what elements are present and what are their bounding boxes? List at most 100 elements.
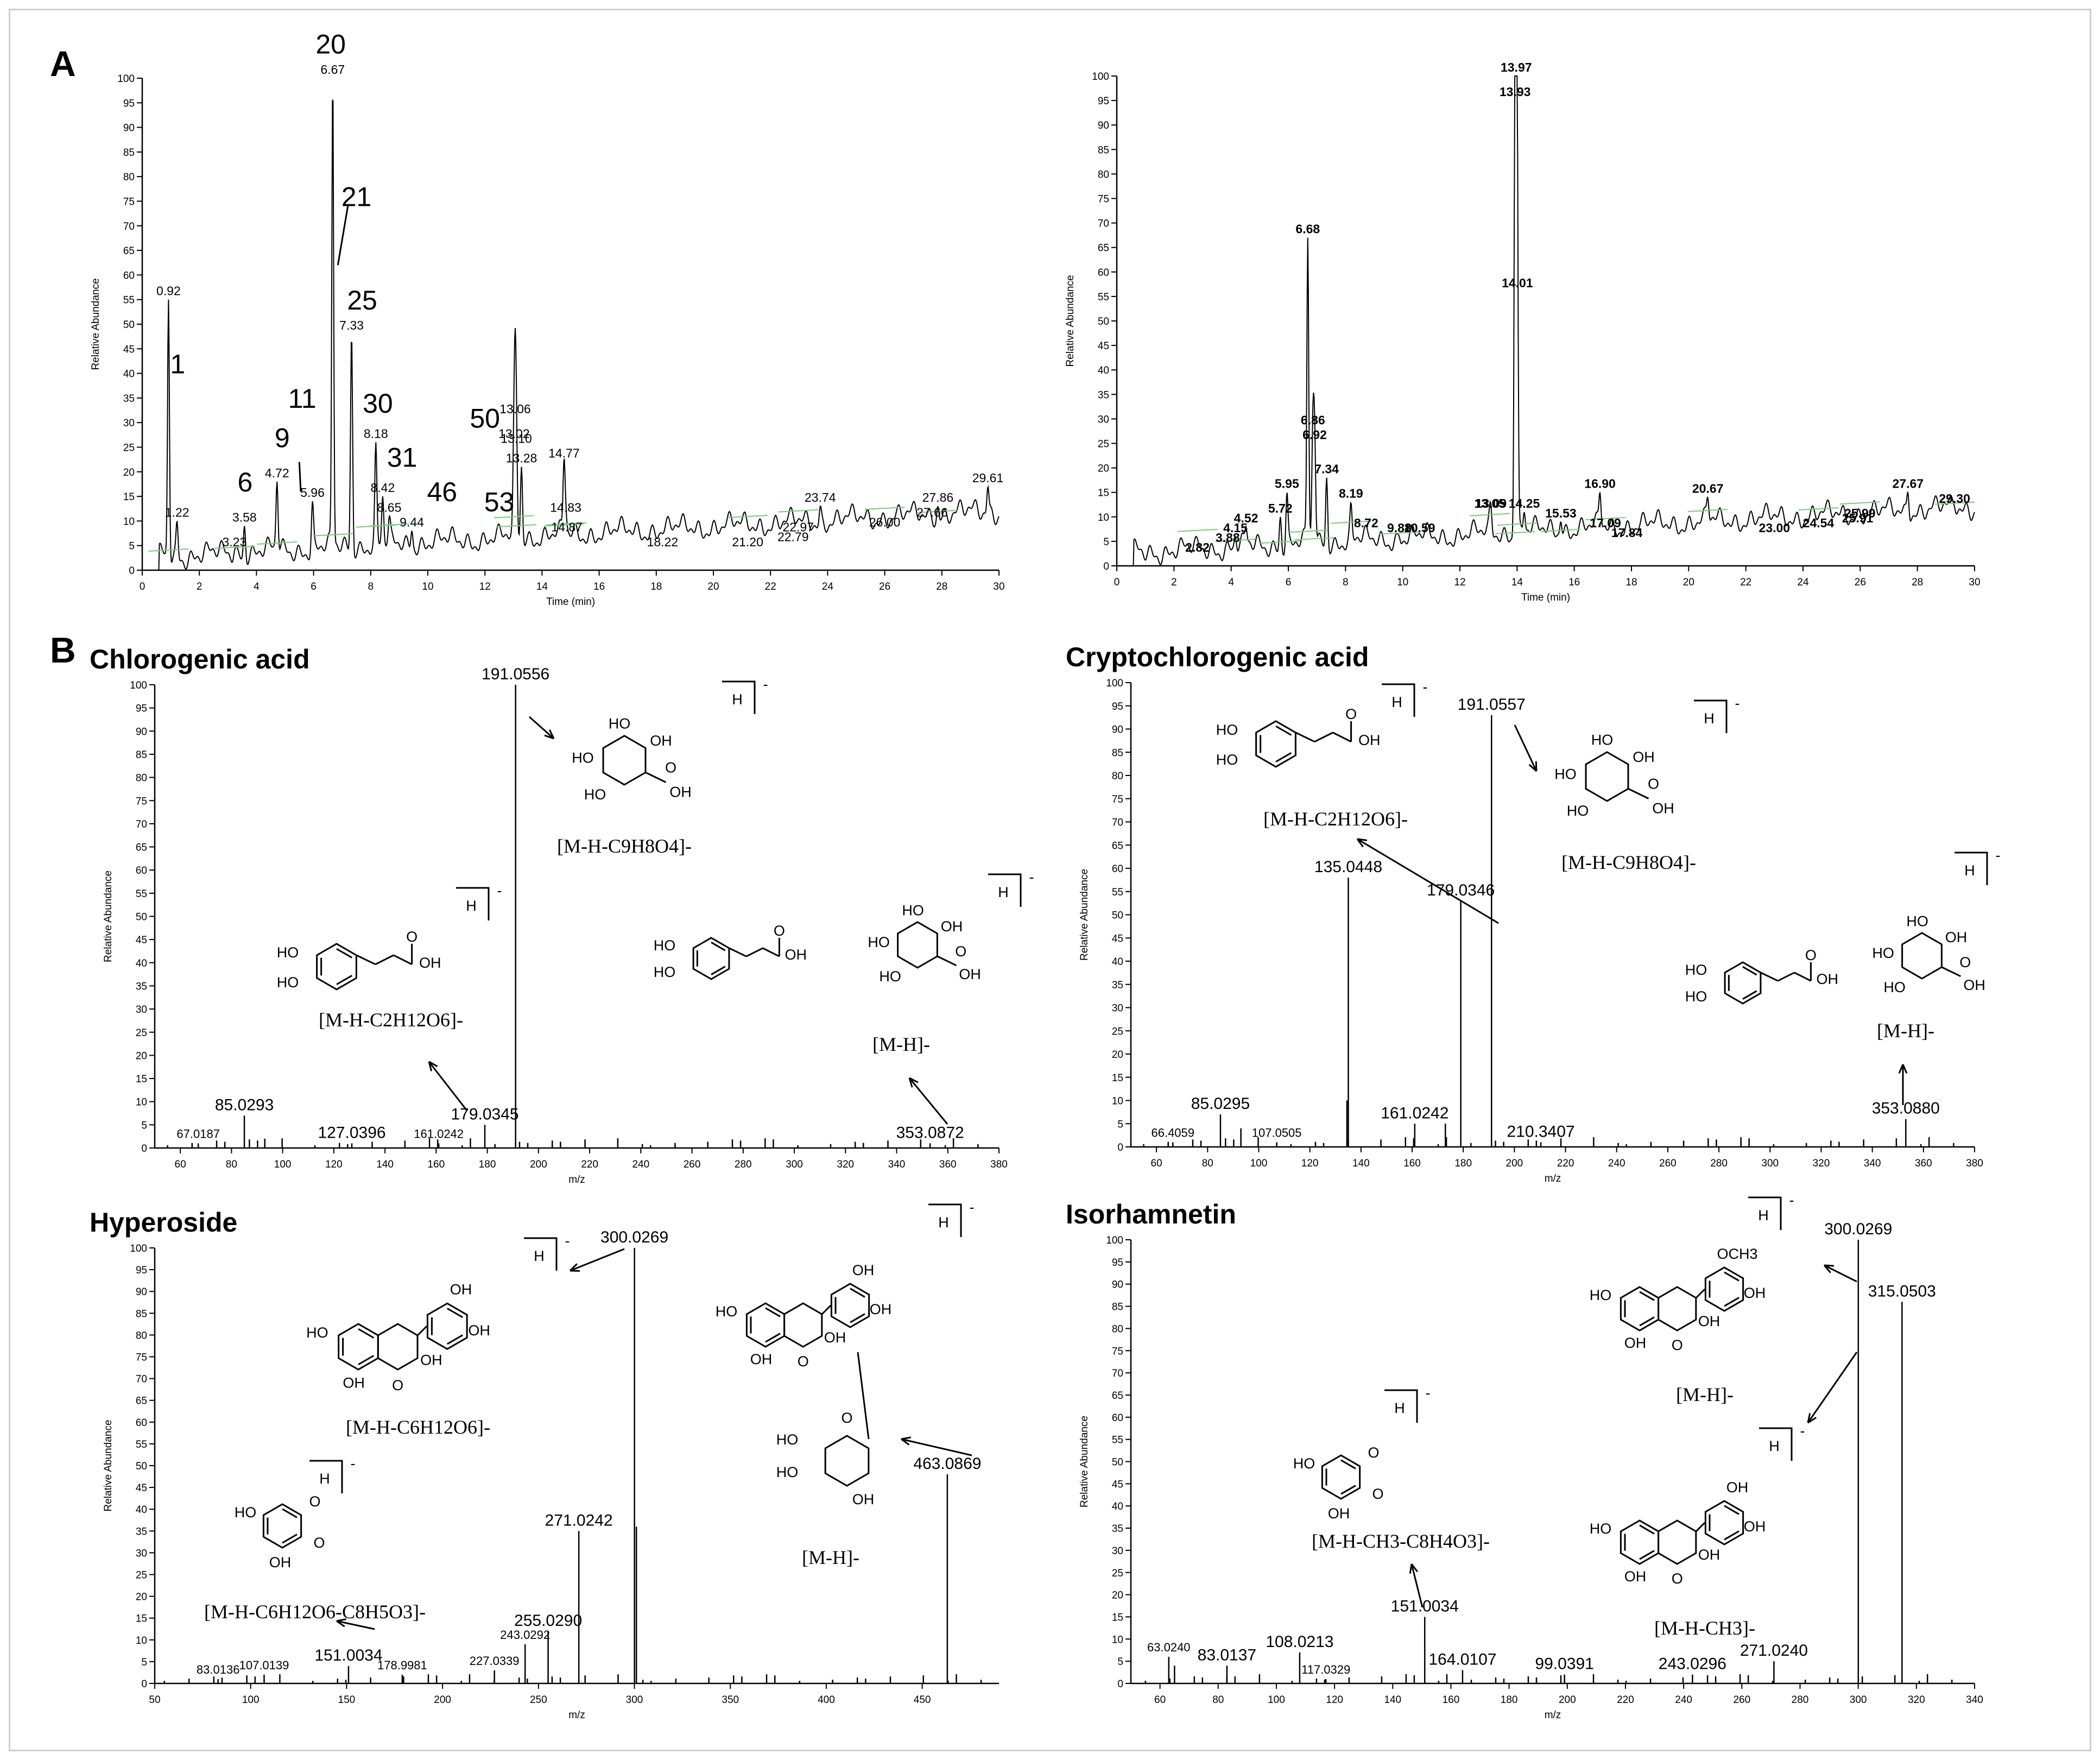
ms1-peak-label: 161.0242: [414, 1127, 464, 1140]
ms1-x-axis-title: m/z: [568, 1174, 585, 1185]
ms3-peak-label: 271.0242: [545, 1511, 613, 1529]
hydroxyl-label: HO: [235, 1504, 257, 1521]
tic1-baseline-segment: [312, 533, 353, 537]
tic2-peak-label: 20.67: [1692, 482, 1724, 496]
carbonyl-label: O: [309, 1493, 320, 1510]
ms3-y-tick-label: 5: [141, 1657, 147, 1668]
ms3-y-tick-label: 0: [141, 1679, 147, 1690]
ring: [824, 1435, 870, 1487]
tic2-y-tick-label: 15: [1098, 488, 1109, 499]
hydroxyl-label: HO: [1554, 766, 1577, 783]
ms3-arrow-463-head: [901, 1436, 911, 1446]
compound-number-label: 53: [484, 487, 515, 517]
hydroxyl-label: OH: [1328, 1505, 1350, 1522]
ring: [1620, 1286, 1660, 1332]
bond: [1314, 731, 1333, 743]
ms3-peak-label: 83.0136: [197, 1663, 240, 1676]
ms4-peak-label: 83.0137: [1198, 1646, 1256, 1664]
tic1-y-tick-label: 95: [123, 98, 135, 109]
ms4-x-tick-label: 140: [1384, 1694, 1401, 1706]
hydroxyl-label: HO: [776, 1431, 799, 1448]
ms4-peak-label: 243.0296: [1659, 1655, 1726, 1673]
ms4-y-tick-label: 35: [1112, 1523, 1123, 1535]
tic2-x-tick-label: 0: [1114, 577, 1120, 588]
ms2-x-tick-label: 180: [1454, 1158, 1472, 1169]
tic2-x-tick-label: 28: [1912, 577, 1923, 588]
tic1-baseline-segment: [494, 515, 534, 519]
tic2-x-tick-label: 12: [1454, 577, 1465, 588]
tic1-y-tick-label: 75: [123, 197, 135, 208]
tic1-baseline-segment: [728, 515, 768, 519]
tic2-baseline-segment: [1540, 528, 1581, 532]
ms1-y-tick-label: 20: [136, 1050, 147, 1062]
tic2-x-tick-label: 20: [1683, 577, 1694, 588]
compound-number-label: 11: [288, 383, 317, 414]
ion-charge-label: -: [763, 676, 768, 692]
ms4-x-tick-label: 100: [1268, 1694, 1285, 1706]
ms1-peak-label: 85.0293: [215, 1096, 274, 1114]
ms2-ion-fragment-2: [M-H-C9H8O4]-: [1561, 851, 1696, 873]
tic2-peak-label: 13.05: [1475, 496, 1506, 510]
ms3-y-axis-title: Relative Abundance: [103, 1420, 114, 1511]
ms4-y-tick-label: 0: [1117, 1679, 1123, 1690]
ms2-x-tick-label: 140: [1352, 1158, 1370, 1169]
tic1-y-axis-title: Relative Abundance: [90, 278, 102, 370]
tic2-y-tick-label: 70: [1098, 218, 1109, 230]
ms3-y-tick-label: 50: [136, 1461, 147, 1472]
tic1-y-tick-label: 5: [129, 541, 135, 552]
ion-bracket: [524, 1237, 558, 1271]
tic1-peak-label: 27.66: [916, 505, 948, 519]
tic1-x-tick-label: 0: [140, 581, 146, 592]
double-bond: [1639, 1291, 1655, 1301]
compound-number-label: 1: [170, 349, 185, 380]
ms4-x-tick-label: 240: [1675, 1694, 1692, 1706]
tic1-peak-label: 23.74: [805, 490, 836, 504]
ms1-x-tick-label: 300: [786, 1159, 803, 1170]
tic1-x-tick-label: 28: [936, 581, 947, 592]
tic1-peak-label: 27.86: [922, 490, 954, 504]
ms3-y-tick-label: 85: [136, 1308, 147, 1320]
hydroxyl-label: HO: [572, 750, 594, 766]
ion-charge-label: -: [1789, 1192, 1794, 1208]
ms2-y-tick-label: 95: [1112, 701, 1123, 712]
ms3-x-tick-label: 200: [434, 1694, 451, 1706]
tic1-y-tick-label: 60: [123, 270, 135, 281]
tic2-baseline-segment: [1934, 501, 1975, 505]
ms2-arrow-191: [1514, 724, 1538, 772]
bond: [645, 772, 667, 783]
ms4-arrow-300-head: [1807, 1413, 1817, 1424]
ms4-y-tick-label: 70: [1112, 1368, 1123, 1379]
ms1-y-tick-label: 5: [141, 1120, 147, 1131]
ms3-x-tick-label: 150: [338, 1694, 356, 1706]
carbonyl-label: O: [392, 1377, 403, 1393]
bond: [1295, 731, 1315, 743]
tic1-baseline-segment: [214, 545, 255, 549]
bond: [1628, 788, 1649, 799]
ms2-y-tick-label: 5: [1117, 1119, 1123, 1130]
ion-charge-label: -: [1735, 695, 1740, 711]
tic1-y-tick-label: 70: [123, 221, 135, 232]
tic2-chromatogram: 0 2 4 6 8 10 12 14 16 18 20 22 24 26 28 300510152025303…: [1065, 60, 1981, 603]
ms2-peak-label: 85.0295: [1191, 1095, 1250, 1113]
tic2-y-tick-label: 95: [1098, 96, 1109, 107]
substituent-label: OCH3: [1717, 1246, 1757, 1262]
ms3-ion-parent: [M-H]-: [802, 1547, 859, 1568]
ms1-arrow-179-head: [428, 1061, 438, 1071]
ms3-y-tick-label: 30: [136, 1548, 147, 1559]
hydroxyl-label: OH: [750, 1351, 773, 1367]
ms4-peak-label: 151.0034: [1391, 1597, 1459, 1615]
hydroxyl-label: HO: [306, 1324, 328, 1341]
ms2-x-tick-label: 240: [1608, 1158, 1625, 1169]
tic1-y-tick-label: 85: [123, 147, 135, 159]
ms2-y-tick-label: 55: [1112, 887, 1123, 898]
compound-number-label: 6: [237, 467, 252, 497]
tic1-peak-label: 7.33: [339, 318, 364, 332]
compound-number-label: 31: [387, 443, 418, 473]
tic1-x-tick-label: 26: [879, 581, 890, 592]
ms3-y-tick-label: 35: [136, 1526, 147, 1537]
carbonyl-label: O: [955, 943, 966, 960]
tic2-y-tick-label: 5: [1103, 537, 1109, 548]
double-bond: [765, 1333, 781, 1343]
hydroxyl-label: HO: [868, 934, 890, 950]
